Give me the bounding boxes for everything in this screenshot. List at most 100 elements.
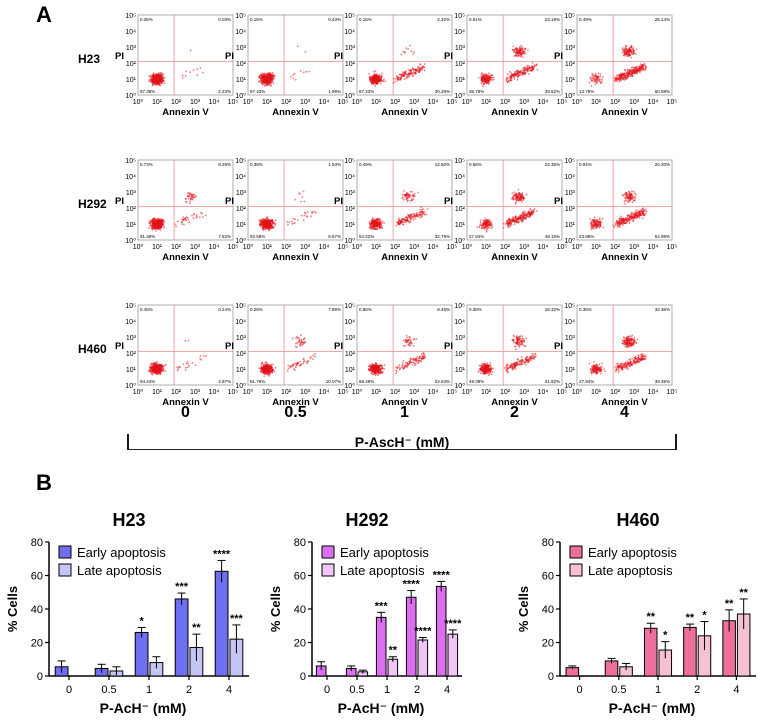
event-dot [630,68,633,71]
event-dot [622,224,624,226]
event-dot [266,74,269,76]
event-dot [619,78,621,81]
event-dot [270,74,273,77]
event-dot [151,84,154,87]
event-dot [633,199,635,202]
event-dot [268,227,270,229]
y-tick-label: 10⁰ [125,237,136,245]
event-dot [616,222,619,225]
event-dot [485,227,488,230]
y-tick-label: 10⁴ [235,29,246,36]
event-dot [488,219,491,221]
event-dot [623,74,625,77]
event-dot [595,77,598,80]
event-dot [640,69,643,72]
event-dot [268,228,271,231]
event-dot [624,218,627,221]
event-dot [533,64,536,67]
event-dot [481,72,483,74]
event-dot [188,221,191,224]
event-dot [191,361,194,364]
event-dot [417,68,419,71]
event-dot [148,78,151,81]
event-dot [408,193,411,196]
event-dot [487,72,490,75]
event-dot [622,50,625,52]
event-dot [412,198,415,201]
event-dot [274,219,277,222]
event-dot [407,220,410,223]
event-dot [159,84,162,87]
event-dot [593,223,595,226]
x-tick-label: 10⁰ [572,98,583,106]
y-axis-label: PI [225,51,234,62]
x-tick-label: 10¹ [371,99,382,106]
event-dot [630,193,633,195]
event-dot [403,198,405,201]
event-dot [491,77,493,79]
event-dot [480,82,483,85]
x-axis-label: Annexin V [381,252,428,263]
event-dot [625,73,628,75]
event-dot [623,202,626,205]
quadrant-ul-pct: 0.73% [140,162,153,167]
event-dot [616,74,618,77]
event-dot [375,227,377,230]
event-dot [630,50,633,53]
event-dot [149,221,152,224]
x-tick-label: 10⁴ [428,99,439,106]
event-dot [412,52,414,55]
event-dot [425,213,428,216]
event-dot [419,66,421,69]
event-dot [184,369,187,371]
event-dot [305,70,308,73]
event-dot [478,224,481,227]
event-dot [478,226,481,229]
event-dot [379,223,382,226]
event-dot [404,51,406,53]
event-dot [153,76,156,79]
quadrant-ur-pct: 23.35% [545,162,560,167]
event-dot [613,76,616,79]
event-dot [160,366,163,368]
event-dot [637,213,640,216]
event-dot [154,80,157,82]
event-dot [410,199,413,201]
event-dot [300,214,303,217]
event-dot [521,73,524,76]
dot-plot: 0.16% 2.32%67.23% 30.29%10⁰10⁰10¹10¹10²10²… [334,13,457,118]
dot-plot: 0.94% 20.20%23.88% 54.98%10⁰10⁰10¹10¹10²10… [554,158,677,263]
event-dot [394,80,396,83]
event-dot [637,65,640,68]
event-dot [272,75,275,78]
event-dot [492,78,495,81]
quadrant-lr-pct: 1.99% [328,89,341,94]
event-dot [262,229,264,232]
event-dot [315,211,317,214]
y-tick-label: 10⁵ [125,13,136,20]
event-dot [601,75,604,78]
event-dot [176,220,179,223]
event-dot [261,82,264,84]
event-dot [510,77,513,80]
quadrant-ul-pct: 0.45% [140,307,153,312]
x-tick-label: 10³ [409,244,420,251]
event-dot [311,211,313,213]
event-dot [595,224,598,227]
event-dot [527,65,529,68]
event-dot [157,221,160,224]
event-dot [259,76,261,79]
event-dot [521,197,524,200]
event-dot [267,218,270,221]
event-dot [488,226,491,229]
event-dot [530,210,532,213]
event-dot [192,213,195,215]
event-dot [628,222,631,224]
event-dot [513,194,515,197]
event-dot [593,77,596,80]
event-dot [624,49,627,52]
event-dot [409,215,412,218]
event-dot [294,78,297,81]
y-tick-label: 10³ [345,190,356,197]
event-dot [515,218,518,220]
